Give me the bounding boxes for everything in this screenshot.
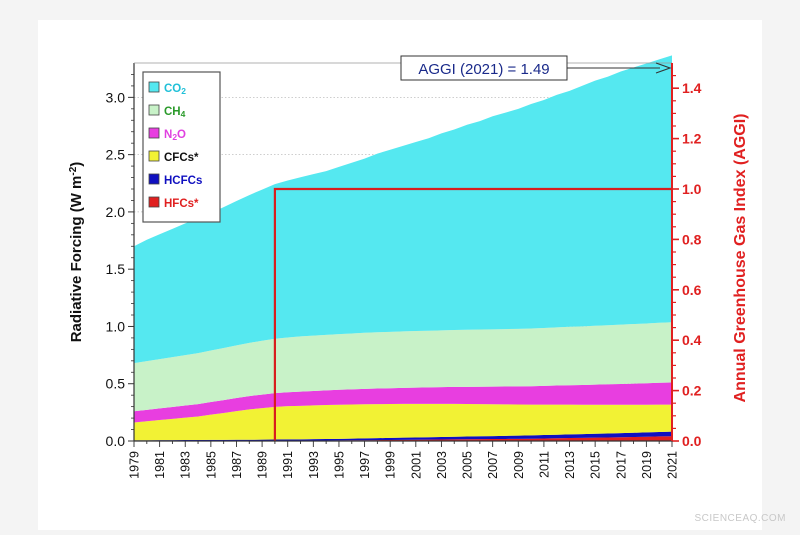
x-tick-label: 1997: [358, 451, 372, 479]
legend-swatch: [148, 150, 160, 162]
aggi-chart: 0.0 0.5 1.0 1.5 2.0 2.5 3.0 0.0 0.2 0.4 0.6 0.8 1.0 1…: [68, 55, 749, 479]
area-series-cfcs: [134, 403, 672, 441]
y-tick-label: 3.0: [106, 89, 126, 105]
x-tick-label: 1987: [230, 451, 244, 479]
x-tick-label: 2021: [666, 451, 680, 479]
legend-swatch: [148, 173, 160, 185]
y2-tick-label: 0.4: [682, 332, 702, 348]
legend-label: HFCs*: [164, 198, 199, 210]
annotation-text: AGGI (2021) = 1.49: [418, 61, 549, 78]
y2-tick-label: 1.4: [682, 80, 702, 96]
x-tick-label: 1985: [204, 451, 218, 479]
legend-swatch: [148, 196, 160, 208]
area-series-ch4: [134, 322, 672, 412]
x-tick-label: 1981: [153, 451, 167, 479]
aggi-reference-line: [273, 187, 672, 441]
y2-tick-label: 1.0: [682, 181, 702, 197]
y-tick-label: 1.0: [106, 318, 126, 334]
x-tick-label: 2019: [640, 451, 654, 479]
x-tick-label: 2001: [409, 451, 423, 479]
y-tick-label: 2.0: [106, 204, 126, 220]
x-tick-label: 1999: [384, 451, 398, 479]
x-tick-label: 2013: [563, 451, 577, 479]
legend-swatch: [148, 104, 160, 116]
x-tick-label: 2011: [537, 451, 551, 478]
watermark: SCIENCEAQ.COM: [694, 513, 786, 524]
x-tick-label: 1989: [256, 451, 270, 479]
legend-label: CFCs*: [164, 152, 199, 164]
y2-tick-label: 0.2: [682, 383, 702, 399]
x-tick-label: 2015: [589, 451, 603, 479]
y-tick-label: 2.5: [106, 147, 126, 163]
x-tick-label: 2009: [512, 451, 526, 479]
x-tick-label: 1991: [281, 451, 295, 479]
area-series-hfcs: [134, 436, 672, 441]
y-axis-label: Radiative Forcing (W m-2): [68, 162, 86, 343]
x-tick-label: 1979: [128, 451, 142, 479]
y-tick-label: 0.5: [106, 376, 126, 392]
area-series-n2o: [134, 382, 672, 423]
annotation-arrow-head: [655, 62, 672, 74]
x-tick-label: 2005: [461, 451, 475, 479]
y2-tick-label: 0.8: [682, 231, 702, 247]
legend-label: N2O: [164, 129, 186, 142]
area-series-co2: [134, 55, 672, 364]
legend-label: HCFCs: [164, 175, 202, 187]
y2-tick-label: 0.0: [682, 433, 702, 449]
legend-swatch: [148, 81, 160, 93]
y2-tick-label: 1.2: [682, 131, 702, 147]
x-tick-label: 2017: [614, 451, 628, 479]
y2-axis-label: Annual Greenhouse Gas Index (AGGI): [732, 114, 749, 403]
legend-label: CH4: [164, 106, 186, 119]
x-tick-label: 1993: [307, 451, 321, 479]
y-tick-label: 1.5: [106, 261, 126, 277]
x-tick-label: 2003: [435, 451, 449, 479]
x-tick-label: 1983: [179, 451, 193, 479]
legend-label: CO2: [164, 83, 186, 96]
y-tick-label: 0.0: [106, 433, 126, 449]
x-tick-label: 1995: [332, 451, 346, 479]
annotation-box: [400, 55, 568, 81]
chart-panel: 0.0 0.5 1.0 1.5 2.0 2.5 3.0 0.0 0.2 0.4 0.6 0.8 1.0 1…: [38, 20, 762, 530]
legend-swatch: [148, 127, 160, 139]
area-series-hcfcs: [134, 431, 672, 441]
y2-tick-label: 0.6: [682, 282, 702, 298]
x-tick-label: 2007: [486, 451, 500, 479]
